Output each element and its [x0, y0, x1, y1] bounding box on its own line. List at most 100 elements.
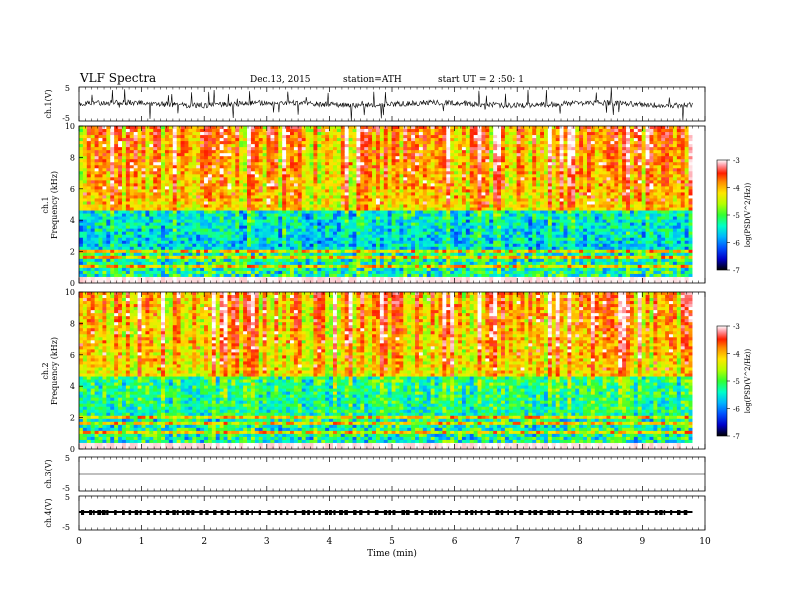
- spectrogram-cell: [415, 189, 420, 193]
- spectrogram-cell: [387, 234, 392, 239]
- spectrogram-cell: [153, 183, 158, 187]
- spectrogram-cell: [180, 204, 185, 208]
- spectrogram-cell: [94, 243, 99, 248]
- spectrogram-cell: [356, 192, 361, 196]
- spectrogram-cell: [274, 180, 279, 184]
- spectrogram-cell: [102, 258, 107, 263]
- spectrogram-cell: [247, 144, 252, 148]
- spectrogram-cell: [438, 234, 443, 239]
- spectrogram-cell: [364, 243, 369, 248]
- spectrogram-cell: [290, 252, 295, 257]
- spectrogram-cell: [125, 147, 131, 151]
- spectrogram-cell: [383, 258, 389, 263]
- spectrogram-cell: [407, 201, 412, 205]
- spectrogram-cell: [387, 165, 392, 169]
- spectrogram-cell: [274, 255, 279, 260]
- spectrogram-cell: [215, 147, 221, 151]
- spectrogram-cell: [196, 219, 201, 224]
- spectrogram-cell: [235, 267, 240, 272]
- spectrogram-cell: [375, 165, 381, 169]
- spectrogram-cell: [176, 153, 181, 157]
- spectrogram-cell: [375, 174, 381, 178]
- spectrogram-cell: [309, 216, 314, 220]
- spectrogram-cell: [157, 216, 162, 220]
- spectrogram-cell: [325, 222, 330, 227]
- spectrogram-cell: [344, 255, 350, 260]
- spectrogram-cell: [403, 144, 408, 148]
- spectrogram-cell: [86, 201, 92, 205]
- spectrogram-cell: [180, 264, 185, 269]
- spectrogram-cell: [372, 207, 377, 211]
- spectrogram-cell: [211, 132, 217, 136]
- spectrogram-cell: [415, 138, 420, 142]
- spectrogram-cell: [250, 135, 256, 139]
- spectrogram-cell: [332, 153, 338, 157]
- spectrogram-cell: [86, 222, 92, 227]
- spectrogram-cell: [418, 168, 424, 172]
- spectrogram-cell: [161, 207, 166, 211]
- spectrogram-cell: [133, 174, 139, 178]
- spectrogram-cell: [102, 156, 107, 160]
- spectrogram-cell: [184, 261, 189, 266]
- spectrogram-cell: [321, 198, 326, 202]
- spectrogram-cell: [227, 162, 232, 166]
- spectrogram-cell: [110, 129, 115, 133]
- spectrogram-cell: [204, 192, 209, 196]
- spectrogram-cell: [282, 237, 287, 242]
- spectrogram-cell: [286, 132, 291, 136]
- spectrogram-cell: [309, 156, 314, 160]
- spectrogram-cell: [176, 225, 181, 230]
- spectrogram-cell: [411, 240, 416, 245]
- spectrogram-cell: [391, 189, 396, 193]
- spectrogram-cell: [395, 240, 400, 245]
- spectrogram-cell: [86, 186, 92, 190]
- spectrogram-cell: [430, 198, 435, 202]
- spectrogram-cell: [391, 216, 396, 220]
- spectrogram-cell: [149, 228, 154, 233]
- spectrogram-cell: [172, 183, 178, 187]
- spectrogram-cell: [379, 261, 385, 266]
- spectrogram-cell: [204, 276, 209, 281]
- spectrogram-cell: [336, 171, 342, 175]
- spectrogram-cell: [332, 255, 338, 260]
- spectrogram-cell: [395, 234, 400, 239]
- spectrogram-cell: [434, 144, 439, 148]
- spectrogram-cell: [301, 243, 307, 248]
- spectrogram-cell: [114, 192, 119, 196]
- spectrogram-cell: [250, 204, 256, 208]
- spectrogram-cell: [86, 153, 92, 157]
- spectrogram-cell: [340, 156, 346, 160]
- spectrogram-cell: [176, 147, 181, 151]
- spectrogram-cell: [375, 201, 381, 205]
- spectrogram-cell: [274, 231, 279, 236]
- spectrogram-cell: [118, 279, 123, 284]
- spectrogram-cell: [325, 240, 330, 245]
- spectrogram-cell: [204, 132, 209, 136]
- spectrogram-cell: [94, 126, 99, 130]
- spectrogram-cell: [231, 180, 236, 184]
- spectrogram-cell: [293, 159, 299, 163]
- spectrogram-cell: [176, 219, 181, 224]
- spectrogram-cell: [383, 165, 389, 169]
- spectrogram-cell: [98, 240, 103, 245]
- spectrogram-cell: [196, 141, 201, 145]
- spectrogram-cell: [121, 156, 127, 160]
- spectrogram-cell: [145, 132, 150, 136]
- spectrogram-cell: [446, 198, 451, 202]
- spectrogram-cell: [438, 216, 443, 220]
- spectrogram-cell: [118, 252, 123, 257]
- spectrogram-cell: [356, 156, 361, 160]
- spectrogram-cell: [243, 195, 248, 199]
- spectrogram-cell: [317, 186, 322, 190]
- spectrogram-cell: [231, 189, 236, 193]
- spectrogram-cell: [266, 198, 271, 202]
- spectrogram-cell: [309, 129, 314, 133]
- spectrogram-cell: [258, 270, 264, 275]
- spectrogram-cell: [266, 138, 271, 142]
- spectrogram-cell: [375, 264, 381, 269]
- spectrogram-cell: [348, 186, 353, 190]
- spectrogram-cell: [164, 135, 170, 139]
- spectrogram-cell: [161, 147, 166, 151]
- spectrogram-cell: [168, 171, 174, 175]
- spectrogram-cell: [290, 138, 295, 142]
